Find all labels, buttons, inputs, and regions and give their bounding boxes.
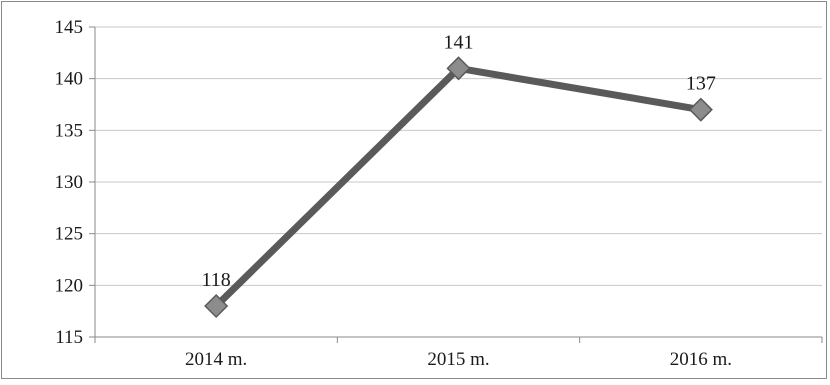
data-point-marker <box>446 56 471 81</box>
x-tick-labels: 2014 m. 2015 m. 2016 m. <box>185 349 732 370</box>
y-tick-label: 135 <box>55 120 84 141</box>
line-chart: 115 120 125 130 135 140 145 2014 m. 2015 m. 2016… <box>55 17 823 370</box>
y-tick-label: 115 <box>55 327 83 348</box>
y-tick-labels: 115 120 125 130 135 140 145 <box>55 17 84 348</box>
data-label: 141 <box>444 31 474 53</box>
y-tick-label: 140 <box>55 69 84 90</box>
axes <box>89 26 823 343</box>
data-label: 137 <box>686 73 716 95</box>
x-tick-label: 2014 m. <box>185 349 247 370</box>
data-labels: 118 141 137 <box>202 31 716 291</box>
x-tick-label: 2015 m. <box>427 349 489 370</box>
chart-frame: 115 120 125 130 135 140 145 2014 m. 2015 m. 2016… <box>1 1 827 379</box>
series-line <box>212 64 705 310</box>
data-label: 118 <box>202 269 231 291</box>
y-tick-label: 120 <box>55 275 84 296</box>
data-point-marker <box>688 97 713 122</box>
x-tick-label: 2016 m. <box>670 349 732 370</box>
y-tick-label: 145 <box>55 17 84 38</box>
y-tick-label: 130 <box>55 172 84 193</box>
series-line-0 <box>212 64 705 310</box>
series-markers <box>204 56 713 319</box>
data-point-marker <box>204 293 229 319</box>
y-tick-label: 125 <box>55 224 84 245</box>
